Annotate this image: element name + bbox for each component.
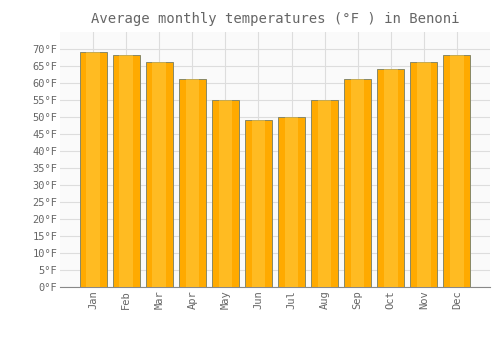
Bar [384,69,398,287]
Bar [252,120,265,287]
Bar [285,117,298,287]
Bar [450,55,464,287]
Bar [80,52,106,287]
Bar [351,79,364,287]
Bar [152,62,166,287]
Bar [120,55,133,287]
Bar [444,55,470,287]
Bar [344,79,371,287]
Bar [278,117,305,287]
Bar [417,62,430,287]
Bar [311,100,338,287]
Bar [218,100,232,287]
Bar [146,62,173,287]
Bar [377,69,404,287]
Bar [112,55,140,287]
Bar [179,79,206,287]
Bar [410,62,438,287]
Bar [186,79,199,287]
Bar [212,100,239,287]
Bar [245,120,272,287]
Bar [318,100,332,287]
Title: Average monthly temperatures (°F ) in Benoni: Average monthly temperatures (°F ) in Be… [91,12,459,26]
Bar [86,52,100,287]
